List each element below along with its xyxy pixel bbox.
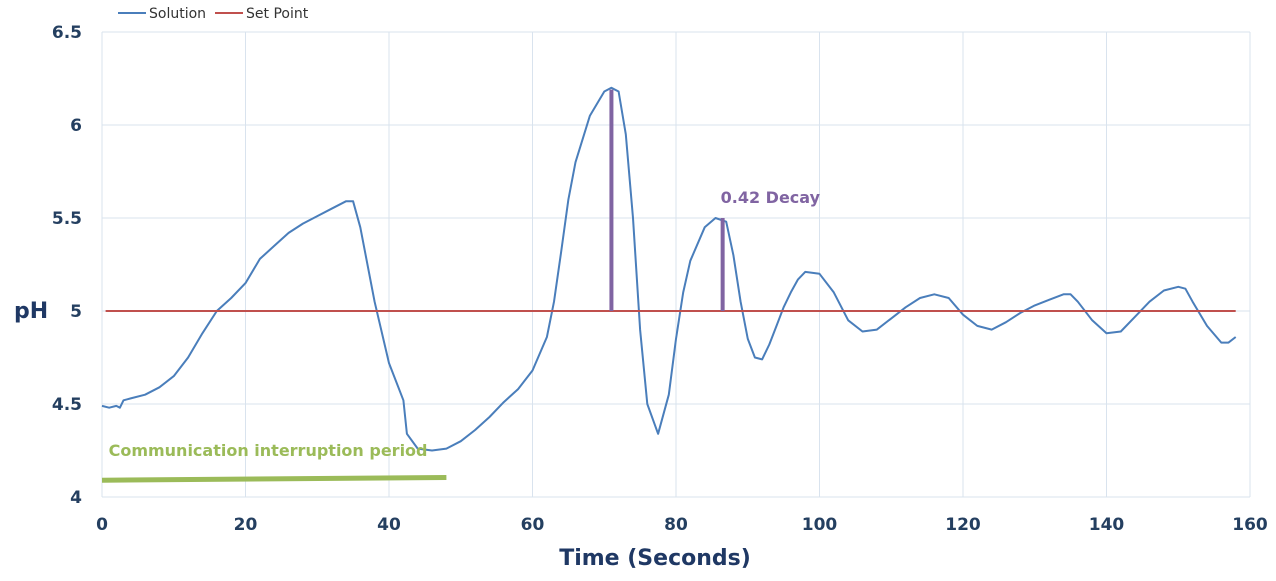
series-layer <box>101 86 1237 452</box>
y-axis-title: pH <box>14 299 48 324</box>
x-tick-label: 100 <box>802 515 838 535</box>
decay-annotation: 0.42 Decay <box>721 188 821 207</box>
x-axis-ticks: 0 20 40 60 80 100 120 140 160 <box>96 515 1268 535</box>
x-tick-label: 140 <box>1089 515 1125 535</box>
x-tick-label: 0 <box>96 515 108 535</box>
x-tick-label: 160 <box>1232 515 1268 535</box>
legend-set-point-label: Set Point <box>246 6 309 22</box>
series-solution-line <box>101 86 1237 452</box>
y-tick-label: 6 <box>70 116 82 136</box>
annotation-marks <box>101 89 725 483</box>
x-tick-label: 20 <box>234 515 258 535</box>
interruption-bar <box>101 474 447 483</box>
legend-solution-label: Solution <box>149 6 206 22</box>
x-tick-label: 60 <box>521 515 545 535</box>
y-tick-label: 4.5 <box>52 395 82 415</box>
legend: Solution Set Point <box>118 6 309 22</box>
y-tick-label: 5 <box>70 302 82 322</box>
y-axis-ticks: 4 4.5 5 5.5 6 6.5 <box>52 23 82 508</box>
y-tick-label: 4 <box>70 488 82 508</box>
x-tick-label: 120 <box>945 515 981 535</box>
x-axis-title: Time (Seconds) <box>559 546 751 571</box>
y-tick-label: 6.5 <box>52 23 82 43</box>
y-tick-label: 5.5 <box>52 209 82 229</box>
x-tick-label: 40 <box>377 515 401 535</box>
x-tick-label: 80 <box>664 515 688 535</box>
grid <box>101 31 1251 498</box>
interruption-annotation: Communication interruption period <box>109 441 428 460</box>
